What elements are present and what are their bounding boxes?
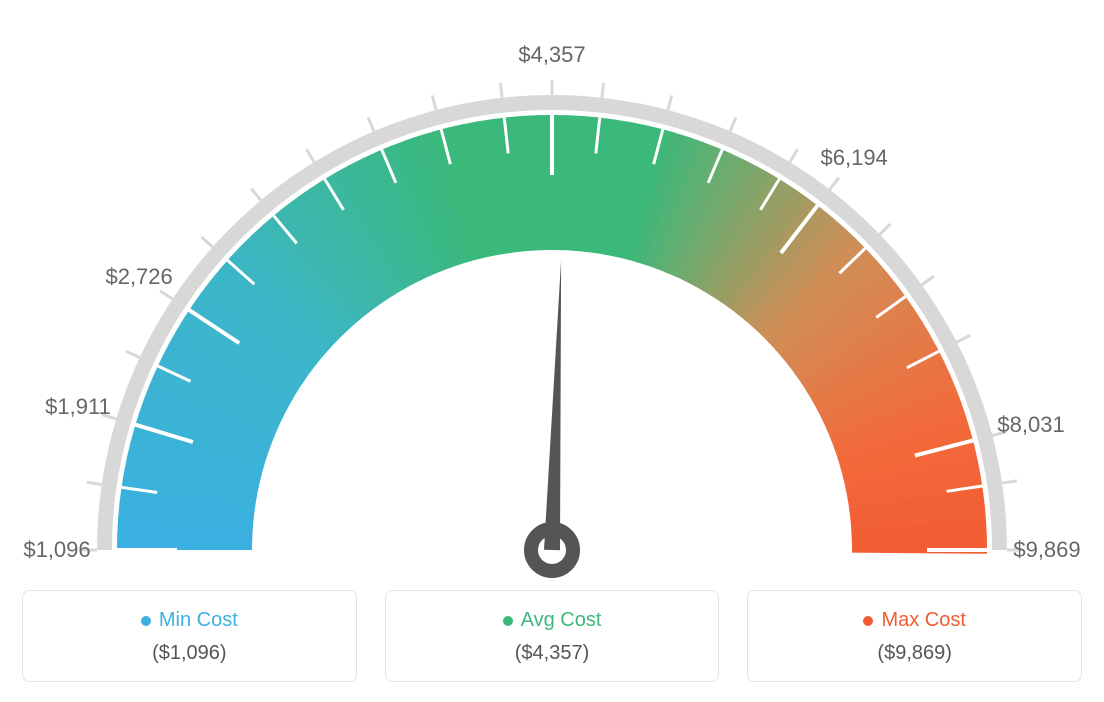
gauge-tick-outer (251, 189, 261, 201)
legend-dot-icon (503, 616, 513, 626)
gauge-tick-label: $4,357 (518, 42, 585, 68)
cost-gauge: $1,096 $1,911 $2,726 $4,357 $6,194 $8,031 $9,8… (22, 20, 1082, 580)
gauge-tick-outer (201, 237, 212, 247)
gauge-tick-outer (922, 276, 934, 285)
legend-dot-icon (141, 616, 151, 626)
legend-value-avg: ($4,357) (396, 642, 709, 665)
legend-label-text: Max Cost (881, 609, 965, 632)
gauge-tick-outer (880, 224, 891, 234)
gauge-tick-outer (368, 117, 374, 131)
legend-label-text: Min Cost (159, 609, 238, 632)
gauge-tick-outer (1002, 481, 1017, 483)
gauge-tick-label: $2,726 (105, 264, 172, 290)
gauge-svg (22, 20, 1082, 580)
legend-dot-icon (863, 616, 873, 626)
gauge-tick-outer (126, 351, 140, 357)
gauge-tick-label: $1,911 (45, 394, 111, 420)
gauge-tick-outer (432, 96, 436, 111)
legend-value-max: ($9,869) (758, 642, 1071, 665)
legend-card-avg: Avg Cost ($4,357) (385, 590, 720, 682)
gauge-tick-outer (500, 83, 502, 98)
legend-title-max: Max Cost (863, 609, 965, 632)
legend-label-text: Avg Cost (521, 609, 602, 632)
gauge-tick-label: $1,096 (23, 537, 90, 563)
gauge-tick-outer (830, 178, 839, 190)
gauge-tick-outer (790, 149, 798, 162)
legend-title-avg: Avg Cost (503, 609, 602, 632)
gauge-tick-outer (87, 482, 102, 484)
gauge-tick-outer (957, 335, 970, 342)
gauge-needle (544, 260, 561, 550)
gauge-tick-label: $9,869 (1013, 537, 1080, 563)
legend-value-min: ($1,096) (33, 642, 346, 665)
legend-card-max: Max Cost ($9,869) (747, 590, 1082, 682)
gauge-tick-outer (668, 96, 672, 111)
legend-row: Min Cost ($1,096) Avg Cost ($4,357) Max Cost… (22, 590, 1082, 682)
gauge-tick-label: $8,031 (997, 412, 1064, 438)
gauge-tick-label: $6,194 (821, 145, 888, 171)
gauge-tick-outer (160, 291, 173, 299)
gauge-tick-outer (602, 83, 604, 98)
legend-card-min: Min Cost ($1,096) (22, 590, 357, 682)
legend-title-min: Min Cost (141, 609, 238, 632)
gauge-tick-outer (306, 149, 314, 162)
gauge-tick-outer (730, 117, 736, 131)
